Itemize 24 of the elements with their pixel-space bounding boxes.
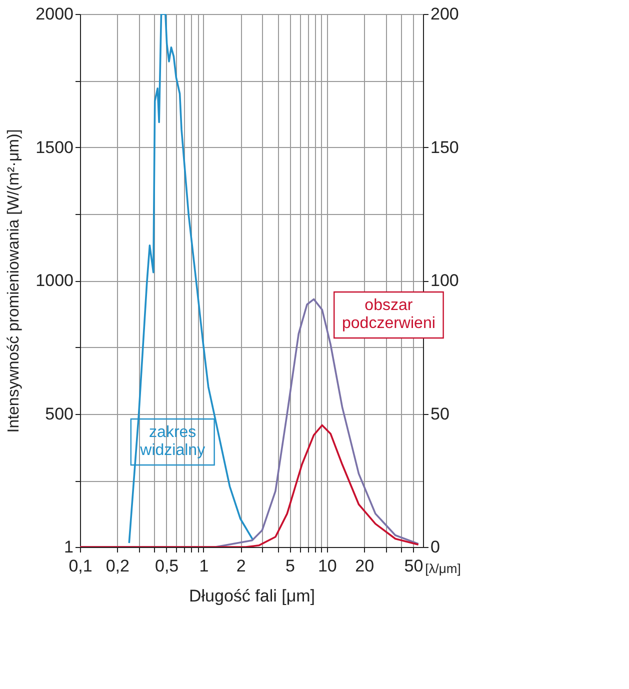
annotation: obszar podczerwieni — [342, 297, 436, 332]
y-axis-title: Intensywność promieniowania [W/(m²·μm)] — [6, 129, 23, 433]
y-tick-label: 2000 — [36, 4, 74, 24]
annotation: zakres widzialny — [139, 424, 206, 459]
y2-tick-label: 0 — [430, 538, 440, 556]
y-tick-label: 1000 — [36, 271, 74, 290]
x-axis-title: Długość fali [μm] — [189, 586, 315, 606]
x-tick-label: 1 — [199, 556, 209, 576]
y-tick-label: 500 — [45, 404, 74, 424]
x-tick-label: 2 — [236, 556, 246, 576]
x-tick-label: 10 — [318, 556, 337, 576]
x-tick-label: 0,5 — [154, 556, 179, 576]
x-tick-label: 5 — [286, 556, 295, 576]
x-tick-label: 0,2 — [106, 556, 130, 576]
y2-tick-label: 150 — [430, 138, 459, 157]
x-tick-label: 50 — [404, 556, 424, 576]
y2-tick-label: 200 — [430, 4, 459, 24]
y2-tick-label: 100 — [430, 271, 459, 290]
text: [λ/μm] — [425, 561, 461, 576]
y2-tick-label: 50 — [430, 404, 450, 424]
x-tick-label: 0,1 — [68, 556, 92, 576]
y-tick-label: 1 — [64, 538, 74, 556]
y-tick-label: 1500 — [36, 138, 74, 157]
x-tick-label: 20 — [355, 556, 374, 576]
